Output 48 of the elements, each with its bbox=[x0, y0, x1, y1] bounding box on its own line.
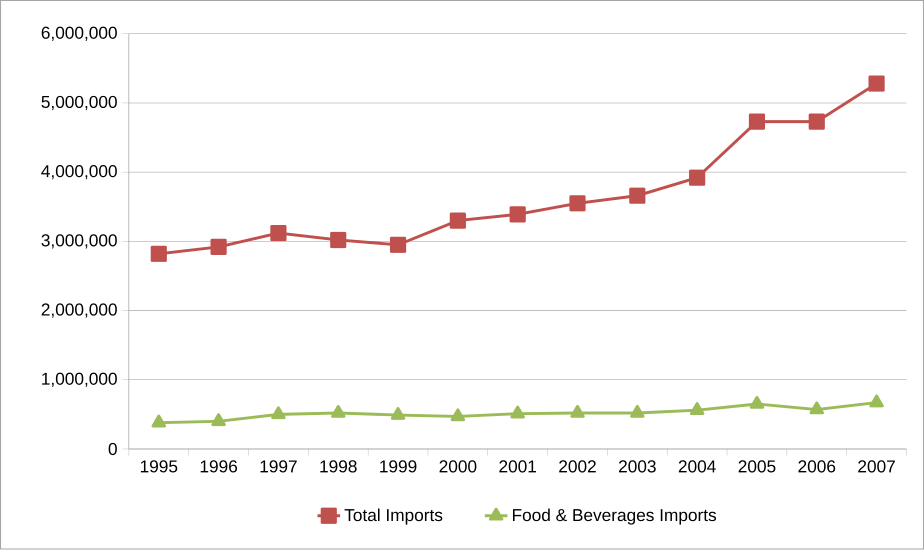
point bbox=[331, 405, 346, 418]
x-tick-label: 2000 bbox=[440, 460, 476, 473]
x-tick-label: 1999 bbox=[380, 460, 416, 473]
x-tick-label: 1997 bbox=[260, 460, 297, 473]
y-tick-label: 4,000,000 bbox=[41, 165, 117, 180]
x-tick-label: 2001 bbox=[499, 460, 536, 473]
y-tick-label: 2,000,000 bbox=[42, 304, 117, 318]
x-tick-label: 2003 bbox=[619, 460, 656, 473]
legend-label: Food & Beverages Imports bbox=[512, 508, 716, 525]
point bbox=[271, 406, 286, 420]
x-tick-label: 1995 bbox=[140, 460, 178, 473]
y-tick-label: 0 bbox=[108, 443, 117, 456]
point bbox=[810, 402, 824, 415]
point bbox=[211, 413, 226, 426]
point bbox=[869, 394, 884, 408]
x-tick-label: 2002 bbox=[559, 460, 596, 473]
point bbox=[510, 206, 526, 223]
x-tick-label: 2005 bbox=[738, 460, 776, 473]
point bbox=[689, 170, 706, 186]
point bbox=[868, 76, 885, 92]
point bbox=[270, 225, 287, 242]
point bbox=[748, 114, 766, 130]
point bbox=[390, 407, 406, 420]
point bbox=[510, 406, 525, 419]
point bbox=[629, 188, 646, 204]
point bbox=[750, 396, 764, 409]
point bbox=[330, 232, 346, 248]
legend-label: Total Imports bbox=[344, 508, 442, 525]
point bbox=[690, 402, 704, 416]
y-tick-label: 1,000,000 bbox=[42, 372, 117, 388]
x-tick-label: 2004 bbox=[678, 460, 716, 473]
point bbox=[570, 405, 585, 418]
x-tick-label: 1998 bbox=[320, 460, 357, 473]
point bbox=[150, 246, 167, 262]
point bbox=[390, 236, 406, 254]
point bbox=[152, 414, 166, 428]
point bbox=[569, 195, 586, 212]
point bbox=[630, 405, 645, 418]
x-tick-label: 2006 bbox=[798, 460, 836, 473]
x-tick-label: 1996 bbox=[200, 460, 238, 473]
point bbox=[450, 212, 466, 229]
point bbox=[808, 114, 825, 130]
y-tick-label: 5,000,000 bbox=[42, 96, 117, 110]
y-tick-label: 3,000,000 bbox=[41, 234, 117, 249]
point bbox=[210, 239, 227, 256]
point bbox=[450, 408, 466, 422]
y-tick-label: 6,000,000 bbox=[42, 26, 117, 42]
x-tick-label: 2007 bbox=[858, 460, 895, 473]
